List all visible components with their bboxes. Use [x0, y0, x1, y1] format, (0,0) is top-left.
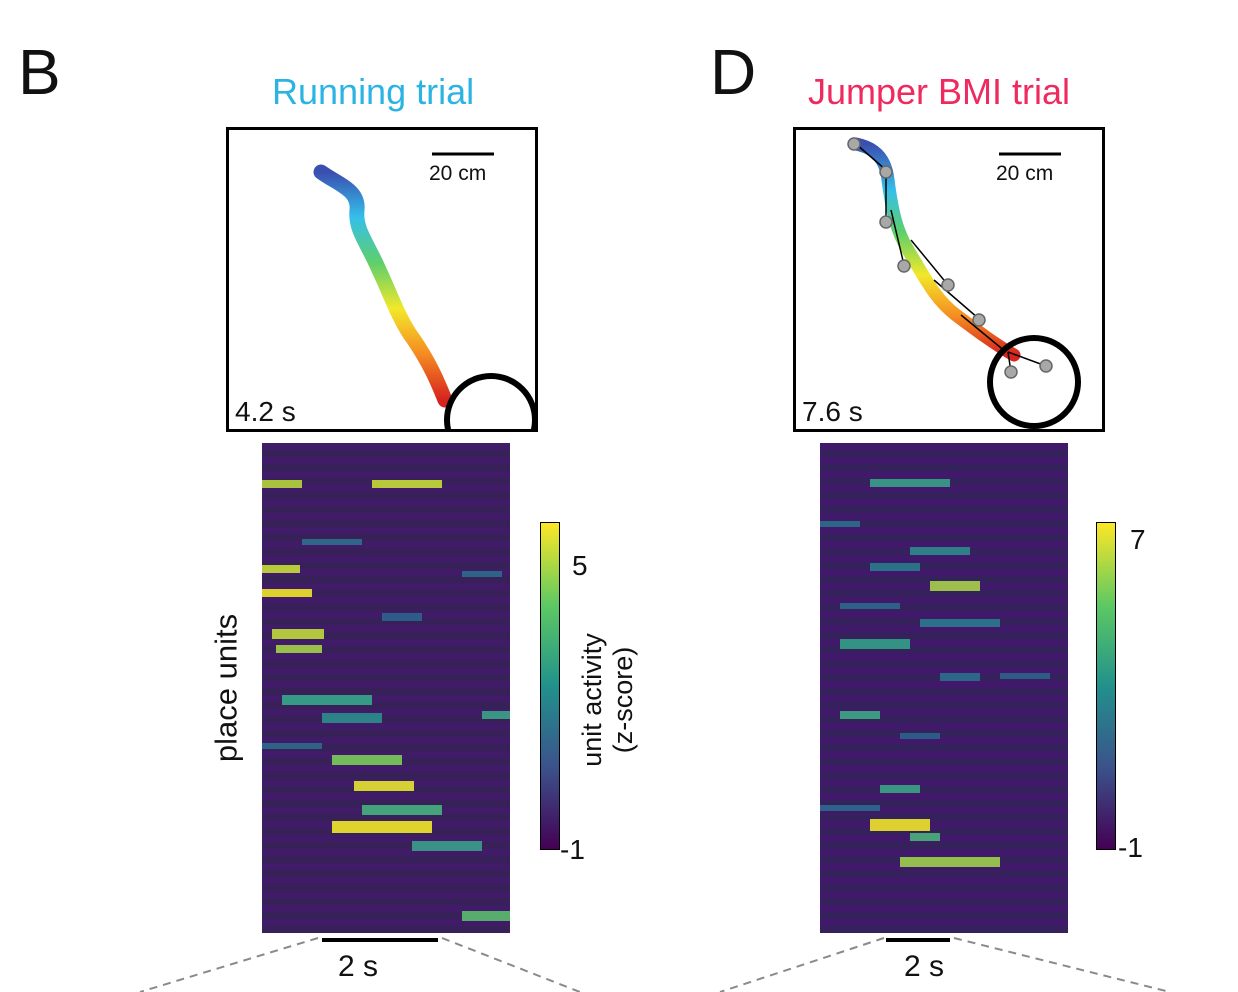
goal-circle-b [444, 373, 535, 429]
scale-bar-label-b: 20 cm [429, 162, 487, 185]
jumper-bmi-trial-title: Jumper BMI trial [808, 71, 1071, 112]
colorbar-b [540, 522, 560, 850]
heatmap-b-svg [262, 443, 510, 933]
y-axis-label-b: place units [208, 613, 244, 763]
goal-circle-d [987, 335, 1081, 429]
time-scale-label-d: 2 s [904, 950, 945, 983]
trajectory-plot-d [847, 137, 1081, 429]
colorbar-label-line2: (z-score) [608, 646, 638, 754]
bmi-marker-dots [847, 137, 1053, 379]
trial-duration-b: 4.2 s [235, 396, 296, 427]
colorbar-min-d: -1 [1118, 832, 1143, 863]
colorbar-d [1096, 522, 1116, 850]
time-scale-bar-d [886, 938, 950, 942]
time-scale-bar-b [322, 938, 438, 942]
panel-letter-b: B [18, 36, 61, 108]
trajectory-box-d: 20 cm 7.6 s [793, 127, 1105, 432]
colorbar-min-b: -1 [560, 834, 585, 865]
time-scale-label-b: 2 s [338, 950, 379, 983]
jumper-trajectory [849, 137, 1021, 362]
colorbar-label-b: unit activity (z-score) [577, 633, 639, 767]
colorbar-max-d: 7 [1130, 524, 1146, 555]
trajectory-box-b: 20 cm 4.2 s [226, 127, 538, 432]
scale-bar-label-d: 20 cm [996, 162, 1054, 185]
zoom-guide-lines [139, 937, 1171, 992]
running-trajectory [313, 164, 453, 408]
heatmap-d-svg [820, 443, 1068, 933]
heatmap-d [820, 443, 1068, 933]
colorbar-max-b: 5 [572, 550, 588, 581]
trial-duration-d: 7.6 s [802, 396, 863, 427]
trajectory-plot-b [313, 152, 535, 429]
heatmap-b [262, 443, 510, 933]
colorbar-label-line1: unit activity [576, 633, 607, 767]
panel-letter-d: D [710, 36, 757, 108]
running-trial-title: Running trial [272, 71, 475, 112]
